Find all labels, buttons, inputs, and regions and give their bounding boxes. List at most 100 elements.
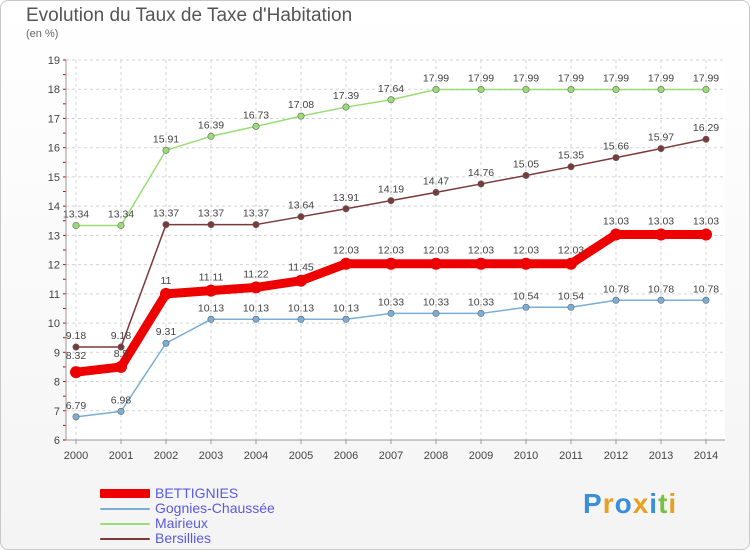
- data-label: 10.78: [693, 283, 719, 295]
- data-label: 10.54: [558, 290, 584, 302]
- data-point: [252, 122, 260, 130]
- data-label: 13.03: [693, 216, 719, 228]
- data-label: 10.13: [198, 302, 224, 314]
- legend-swatch: [100, 523, 150, 525]
- data-label: 10.33: [468, 296, 494, 308]
- data-point: [72, 343, 80, 351]
- data-point: [612, 296, 620, 304]
- data-point: [522, 303, 530, 311]
- data-label: 17.99: [513, 73, 539, 85]
- data-point: [295, 274, 307, 287]
- x-tick-label: 2005: [289, 450, 313, 462]
- x-tick-label: 2012: [604, 450, 628, 462]
- data-label: 13.34: [108, 208, 134, 220]
- y-tick-label: 17: [48, 113, 60, 125]
- data-point: [655, 228, 667, 241]
- data-point: [342, 205, 350, 213]
- x-tick-label: 2011: [559, 450, 583, 462]
- logo-letter: o: [614, 488, 633, 519]
- data-point: [432, 86, 440, 94]
- data-label: 12.03: [378, 245, 404, 257]
- data-label: 12.03: [513, 245, 539, 257]
- data-point: [432, 309, 440, 317]
- x-tick-label: 2009: [469, 450, 493, 462]
- data-label: 10.33: [423, 296, 449, 308]
- legend-item: Mairieux: [100, 515, 360, 531]
- data-point: [340, 257, 352, 270]
- data-point: [117, 407, 125, 415]
- y-tick-label: 10: [48, 318, 60, 330]
- data-label: 13.34: [63, 208, 89, 220]
- data-point: [297, 315, 305, 323]
- data-point: [70, 366, 82, 379]
- data-point: [342, 103, 350, 111]
- data-label: 8.32: [66, 350, 87, 362]
- data-label: 13.03: [603, 216, 629, 228]
- data-point: [252, 315, 260, 323]
- data-point: [477, 309, 485, 317]
- data-label: 10.13: [243, 302, 269, 314]
- data-label: 10.78: [603, 283, 629, 295]
- x-tick-label: 2002: [154, 450, 178, 462]
- data-label: 14.47: [423, 175, 449, 187]
- proxiti-logo: Proxiti: [583, 488, 677, 520]
- data-point: [565, 257, 577, 270]
- data-label: 10.54: [513, 290, 539, 302]
- data-point: [610, 228, 622, 241]
- legend-label: Gognies-Chaussée: [155, 500, 275, 516]
- y-tick-label: 15: [48, 172, 60, 184]
- data-label: 9.18: [66, 330, 87, 342]
- data-label: 16.29: [693, 122, 719, 134]
- x-tick-label: 2007: [379, 450, 403, 462]
- data-point: [387, 309, 395, 317]
- data-point: [702, 296, 710, 304]
- data-label: 6.98: [111, 394, 132, 406]
- y-tick-label: 14: [48, 201, 60, 213]
- data-label: 11.45: [288, 262, 314, 274]
- x-tick-label: 2013: [649, 450, 673, 462]
- data-point: [657, 296, 665, 304]
- data-point: [207, 221, 215, 229]
- data-point: [657, 86, 665, 94]
- data-point: [432, 188, 440, 196]
- data-point: [702, 86, 710, 94]
- data-label: 13.37: [198, 208, 224, 220]
- y-tick-label: 9: [54, 347, 60, 359]
- x-tick-label: 2006: [334, 450, 358, 462]
- data-label: 13.03: [648, 216, 674, 228]
- data-label: 12.03: [333, 245, 359, 257]
- data-label: 11.11: [199, 272, 224, 284]
- data-label: 11: [161, 275, 172, 287]
- data-point: [522, 86, 530, 94]
- data-point: [612, 154, 620, 162]
- data-label: 17.99: [603, 73, 629, 85]
- logo-letter: i: [649, 488, 659, 519]
- y-tick-label: 7: [54, 406, 60, 418]
- data-point: [207, 315, 215, 323]
- data-point: [475, 257, 487, 270]
- data-point: [297, 112, 305, 120]
- data-point: [702, 135, 710, 143]
- y-tick-label: 6: [54, 435, 60, 447]
- data-point: [160, 287, 172, 300]
- data-point: [162, 221, 170, 229]
- data-label: 9.18: [111, 330, 132, 342]
- legend-swatch: [100, 508, 150, 510]
- y-tick-label: 13: [48, 230, 60, 242]
- y-tick-label: 12: [48, 260, 60, 272]
- x-tick-label: 2003: [199, 450, 223, 462]
- data-label: 13.37: [153, 208, 179, 220]
- x-tick-label: 2010: [514, 450, 538, 462]
- data-point: [387, 96, 395, 104]
- data-point: [567, 303, 575, 311]
- data-point: [387, 197, 395, 205]
- data-point: [520, 257, 532, 270]
- plot-area: [66, 60, 725, 440]
- data-point: [117, 343, 125, 351]
- legend-swatch: [100, 489, 150, 498]
- legend-label: Mairieux: [155, 515, 208, 531]
- y-tick-label: 16: [48, 143, 60, 155]
- x-tick-label: 2000: [64, 450, 88, 462]
- data-label: 16.73: [243, 109, 269, 121]
